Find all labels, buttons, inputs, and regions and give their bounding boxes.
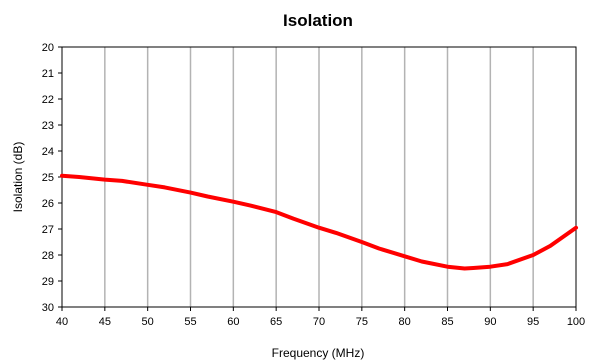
x-tick-label: 75 [356, 316, 368, 328]
y-tick-label: 29 [42, 276, 54, 288]
y-tick-label: 28 [42, 250, 54, 262]
x-tick-label: 100 [567, 316, 585, 328]
y-tick-label: 20 [42, 42, 54, 54]
x-tick-label: 85 [441, 316, 453, 328]
y-tick-label: 22 [42, 94, 54, 106]
y-tick-label: 23 [42, 120, 54, 132]
x-tick-label: 55 [184, 316, 196, 328]
y-tick-label: 25 [42, 172, 54, 184]
x-tick-label: 60 [227, 316, 239, 328]
y-tick-label: 26 [42, 198, 54, 210]
x-tick-label: 65 [270, 316, 282, 328]
x-tick-label: 90 [484, 316, 496, 328]
x-tick-label: 50 [142, 316, 154, 328]
axis-ticks: 40 45 50 55 60 65 70 75 80 85 90 95 100 20 21 22 23 24 25 2… [42, 42, 585, 328]
y-tick-label: 27 [42, 224, 54, 236]
series-group [60, 173, 578, 271]
grid [104, 47, 534, 307]
x-tick-label: 95 [527, 316, 539, 328]
y-tick-label: 21 [42, 68, 54, 80]
x-axis-label: Frequency (MHz) [272, 346, 365, 360]
x-tick-label: 40 [56, 316, 68, 328]
x-tick-label: 70 [313, 316, 325, 328]
x-tick-label: 80 [399, 316, 411, 328]
chart-title: Isolation [283, 11, 353, 30]
x-tick-label: 45 [99, 316, 111, 328]
isolation-series-line [60, 173, 578, 271]
y-tick-label: 24 [42, 146, 54, 158]
y-axis-label: Isolation (dB) [11, 142, 25, 213]
y-tick-label: 30 [42, 302, 54, 314]
